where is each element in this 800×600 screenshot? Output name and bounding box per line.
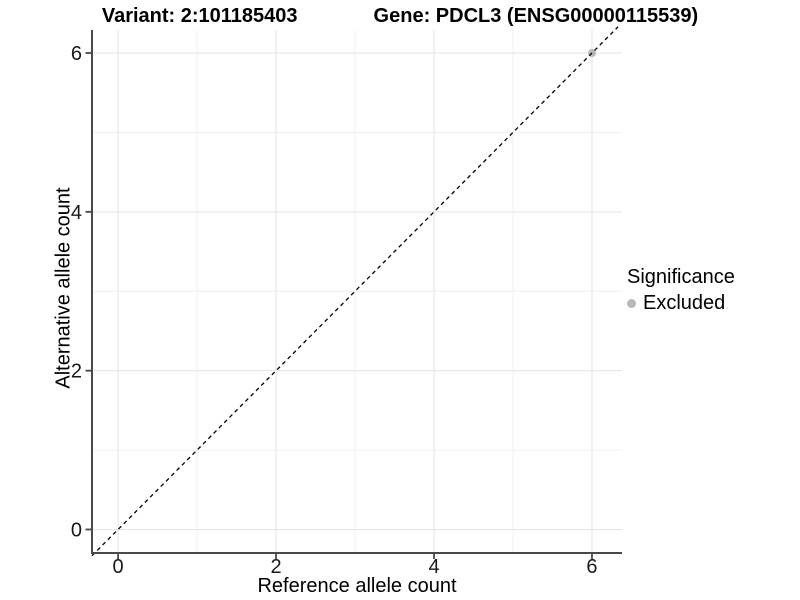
legend-title: Significance: [627, 266, 735, 288]
title-gene: Gene: PDCL3 (ENSG00000115539): [373, 5, 699, 27]
legend-item-label: Excluded: [643, 292, 726, 314]
excluded-point-icon: [627, 299, 636, 308]
y-tick-label: 2: [71, 361, 82, 383]
y-tick-label: 4: [71, 202, 82, 224]
x-tick-label: 6: [586, 556, 597, 578]
y-tick-label: 0: [71, 519, 82, 541]
x-tick-label: 2: [270, 556, 281, 578]
plot-title: Variant: 2:101185403 Gene: PDCL3 (ENSG00…: [0, 5, 800, 28]
x-axis-title: Reference allele count: [257, 575, 457, 597]
x-tick-label: 4: [428, 556, 439, 578]
y-tick-label: 6: [71, 43, 82, 65]
legend-item-excluded: Excluded: [627, 292, 735, 315]
y-axis-title: Alternative allele count: [52, 187, 75, 389]
title-variant: Variant: 2:101185403: [101, 5, 298, 27]
x-tick-label: 0: [113, 556, 124, 578]
legend: Significance Excluded: [627, 266, 735, 315]
